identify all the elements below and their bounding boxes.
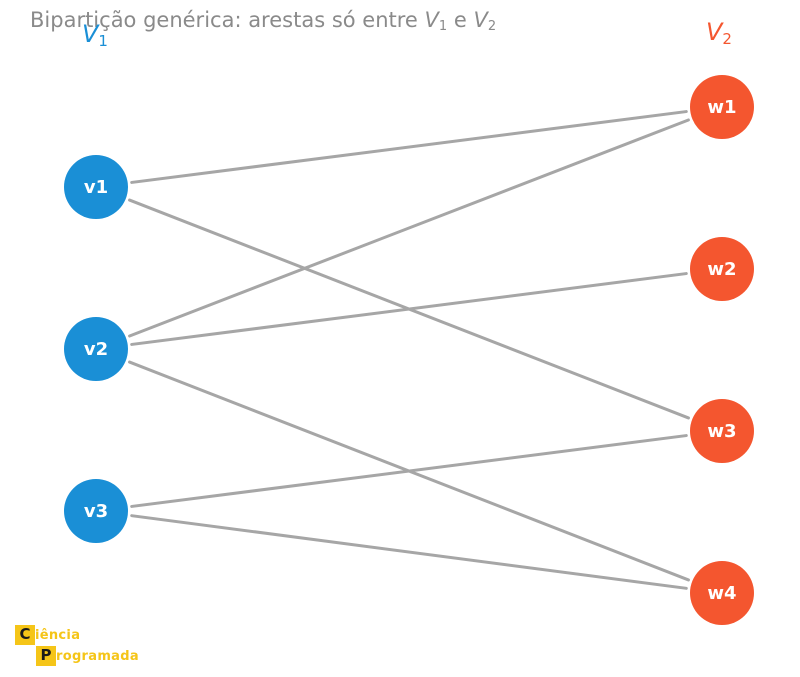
- edge-v3-w3: [130, 434, 688, 508]
- title-connector: e: [447, 8, 474, 32]
- node-label-w3: w3: [707, 421, 736, 442]
- partition-label-v1: V1: [82, 20, 108, 50]
- title-v2-letter: V: [473, 8, 488, 32]
- node-circle-w3: [690, 399, 754, 463]
- logo-line-1: C iência: [15, 625, 80, 645]
- node-circle-w1: [690, 75, 754, 139]
- title-v2-subscript: 2: [487, 19, 497, 34]
- node-w4: w4: [690, 561, 754, 625]
- title-v1-subscript: 1: [438, 19, 448, 34]
- partition-v2-letter: V: [706, 18, 723, 46]
- diagram-title: Bipartição genérica: arestas só entre V1…: [30, 8, 496, 34]
- logo-text-2: rogramada: [56, 648, 139, 664]
- node-circle-w2: [690, 237, 754, 301]
- partition-v1-subscript: 1: [98, 32, 108, 50]
- node-label-v3: v3: [84, 501, 108, 522]
- edge-v1-w1: [130, 110, 688, 184]
- edge-v2-w2: [130, 272, 688, 346]
- nodes-layer: v1 v2 v3 w1 w2 w3 w4: [64, 75, 754, 625]
- title-text: Bipartição genérica: arestas só entre: [30, 8, 425, 32]
- node-w1: w1: [690, 75, 754, 139]
- node-label-v2: v2: [84, 339, 108, 360]
- node-circle-v3: [64, 479, 128, 543]
- logo-line-2: P rogramada: [36, 646, 139, 666]
- node-v1: v1: [64, 155, 128, 219]
- partition-v2-subscript: 2: [722, 30, 732, 48]
- edges-layer: [128, 110, 690, 590]
- node-v3: v3: [64, 479, 128, 543]
- node-circle-v1: [64, 155, 128, 219]
- node-label-w1: w1: [707, 97, 736, 118]
- node-circle-w4: [690, 561, 754, 625]
- edge-v3-w4: [130, 514, 688, 590]
- logo-initial-p: P: [36, 646, 56, 666]
- node-v2: v2: [64, 317, 128, 381]
- node-label-w2: w2: [707, 259, 736, 280]
- logo-text-1: iência: [35, 627, 81, 643]
- node-label-v1: v1: [84, 177, 108, 198]
- title-v1-letter: V: [424, 8, 439, 32]
- node-w2: w2: [690, 237, 754, 301]
- logo-initial-c: C: [15, 625, 35, 645]
- partition-label-v2: V2: [706, 18, 732, 48]
- node-label-w4: w4: [707, 583, 736, 604]
- node-w3: w3: [690, 399, 754, 463]
- partition-v1-letter: V: [82, 20, 99, 48]
- node-circle-v2: [64, 317, 128, 381]
- edge-v2-w1: [128, 118, 690, 338]
- logo: C iência P rogramada: [15, 625, 145, 669]
